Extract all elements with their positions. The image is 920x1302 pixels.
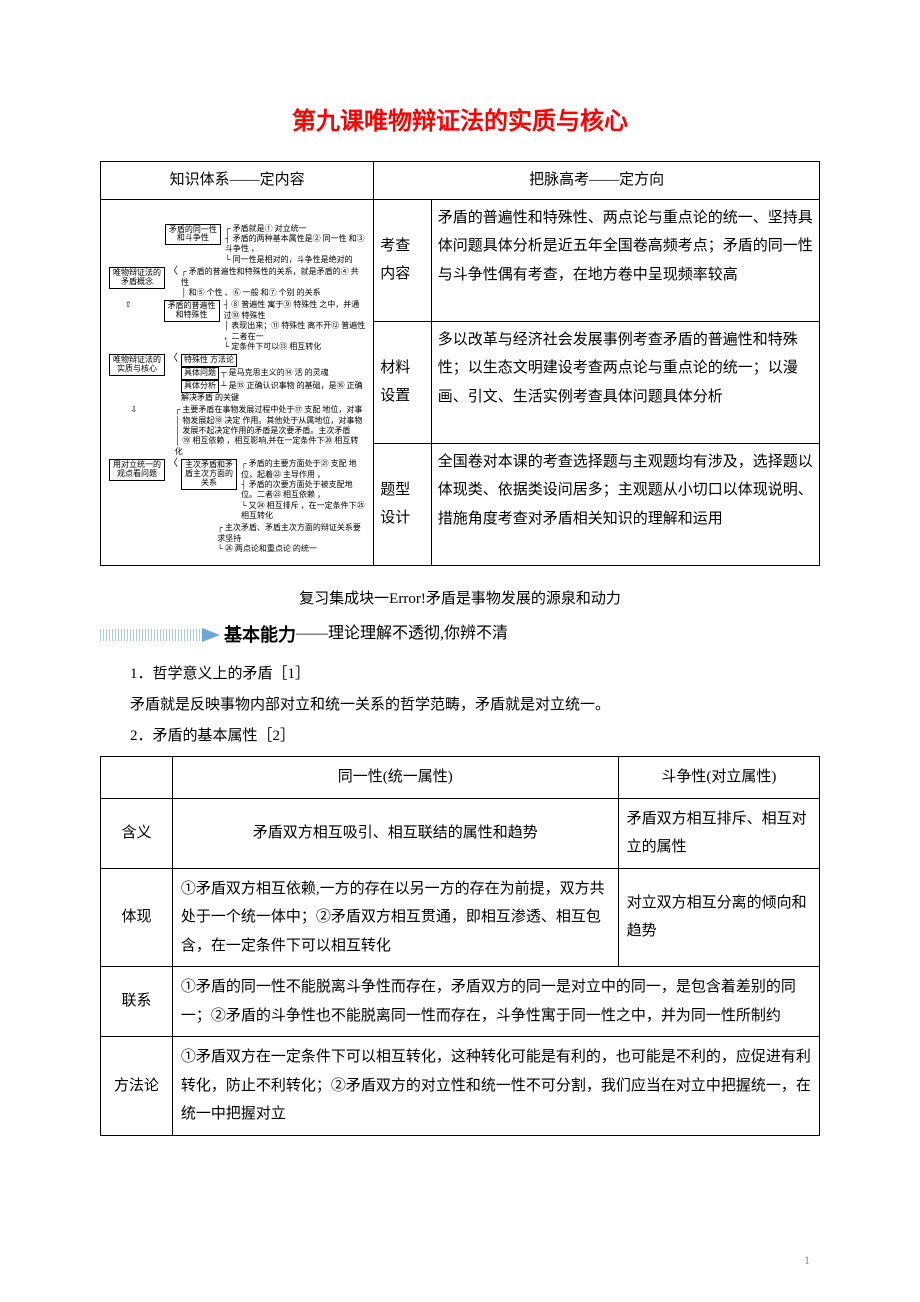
brace-icon: 〈 — [165, 267, 181, 277]
diag-sub-label: 矛盾的同一性和斗争性 — [165, 224, 221, 246]
diag-text: ┤ ⑧ 普遍性 寓于⑨ 特殊性 之中，并通过⑩ 特殊性 │ 表现出来；⑪ 特殊性… — [224, 300, 366, 352]
diag-text: ┌ 主要矛盾在事物发展过程中处于⑰ 支配 地位，对事 │ 物发展起⑱ 决定 作用… — [175, 405, 366, 457]
page-title: 第九课唯物辩证法的实质与核心 — [100, 100, 820, 143]
page: 第九课唯物辩证法的实质与核心 知识体系——定内容 把脉高考——定方向 矛盾的同一… — [0, 0, 920, 1302]
t2-header: 斗争性(对立属性) — [618, 757, 819, 799]
diag-text: ┌ 矛盾的普遍性和特殊性的关系，就是矛盾的④ 共性 │ 和⑤ 个性 、⑥ 一般 … — [181, 267, 365, 298]
t1-row-text: 全国卷对本课的考查选择题与主观题均有涉及，选择题以体现类、依据类设问居多；主观题… — [431, 443, 819, 565]
para-body: 矛盾就是反映事物内部对立和统一关系的哲学范畴，矛盾就是对立统一。 — [100, 692, 820, 719]
t2-cell: ①矛盾的同一性不能脱离斗争性而存在，矛盾双方的同一是对立中的同一，是包含着差别的… — [172, 967, 819, 1037]
knowledge-diagram: 矛盾的同一性和斗争性 ┌ 矛盾就是① 对立统一 ┤ 矛盾的两种基本属性是② 同一… — [105, 204, 369, 561]
t1-row-label: 题型设计 — [374, 443, 432, 565]
banner-title: 基本能力 — [224, 619, 296, 651]
diag-sub-label: 矛盾的普遍性和特殊性 — [164, 300, 220, 322]
diag-text: ┌ 主次矛盾、矛盾主次方面的辩证关系要求坚持 └ ㉖ 两点论和重点论 的统一 — [217, 523, 365, 554]
mid-line: 复习集成块一Error!矛盾是事物发展的源泉和动力 — [100, 586, 820, 613]
diag-text: ┌ 矛盾就是① 对立统一 ┤ 矛盾的两种基本属性是② 同一性 和③ 斗争性 ， … — [225, 224, 365, 266]
t2-header — [101, 757, 173, 799]
arrow-up-icon: ⇧ — [109, 300, 148, 310]
page-number: 1 — [804, 1250, 810, 1272]
brace-icon: 〈 — [165, 354, 181, 364]
t2-cell: 对立双方相互分离的倾向和趋势 — [618, 868, 819, 967]
t2-cell: ①矛盾双方在一定条件下可以相互转化，这种转化可能是有利的，也可能是不利的，应促进… — [172, 1037, 819, 1136]
attributes-table: 同一性(统一属性) 斗争性(对立属性) 含义 矛盾双方相互吸引、相互联结的属性和… — [100, 756, 820, 1136]
para-heading: 2．矛盾的基本属性［2］ — [100, 723, 820, 750]
t1-row-label: 材料设置 — [374, 321, 432, 443]
t2-cell: 矛盾双方相互吸引、相互联结的属性和趋势 — [172, 798, 618, 868]
diag-sub-label: 主次矛盾和矛盾主次方面的关系 — [181, 459, 237, 489]
t1-row-text: 矛盾的普遍性和特殊性、两点论与重点论的统一、坚持具体问题具体分析是近五年全国卷高… — [431, 199, 819, 321]
banner-dots-icon — [100, 629, 200, 641]
diag-text: 特殊性 方法论 具体问题 ┬ 是马克思主义的⑭ 活 的灵魂 具体分析 ┴ 是⑮ … — [181, 354, 365, 403]
t1-row-text: 多以改革与经济社会发展事例考查矛盾的普遍性和特殊性；以生态文明建设考查两点论与重… — [431, 321, 819, 443]
diag-group2-label: 用对立统一的观点看问题 — [109, 459, 165, 481]
diag-text: ┌ 矛盾的主要方面处于㉑ 支配 地位，起着㉒ 主导作用 ， ┤ 矛盾的次要方面处… — [241, 459, 365, 521]
t2-row-label: 方法论 — [101, 1037, 173, 1136]
t1-header-left: 知识体系——定内容 — [101, 162, 374, 200]
t2-cell: 矛盾双方相互排斥、相互对立的属性 — [618, 798, 819, 868]
diag-group1-label: 唯物辩证法的矛盾概念 — [109, 267, 165, 289]
t1-header-right: 把脉高考——定方向 — [374, 162, 820, 200]
banner-subtitle: ——理论理解不透彻,你辨不清 — [296, 620, 508, 649]
overview-table: 知识体系——定内容 把脉高考——定方向 矛盾的同一性和斗争性 ┌ 矛盾就是① 对… — [100, 161, 820, 565]
diag-root-label: 唯物辩证法的实质与核心 — [109, 354, 165, 376]
t2-cell: ①矛盾双方相互依赖,一方的存在以另一方的存在为前提，双方共处于一个统一体中；②矛… — [172, 868, 618, 967]
t2-row-label: 体现 — [101, 868, 173, 967]
t2-header: 同一性(统一属性) — [172, 757, 618, 799]
t2-row-label: 含义 — [101, 798, 173, 868]
t1-row-label: 考查内容 — [374, 199, 432, 321]
arrow-down-icon: ⇩ — [109, 405, 159, 415]
banner-triangle-icon — [202, 628, 220, 642]
para-heading: 1．哲学意义上的矛盾［1］ — [100, 661, 820, 688]
brace-icon: 〈 — [165, 459, 181, 469]
t2-row-label: 联系 — [101, 967, 173, 1037]
knowledge-diagram-cell: 矛盾的同一性和斗争性 ┌ 矛盾就是① 对立统一 ┤ 矛盾的两种基本属性是② 同一… — [101, 199, 374, 565]
section-banner: 基本能力 ——理论理解不透彻,你辨不清 — [100, 619, 820, 651]
